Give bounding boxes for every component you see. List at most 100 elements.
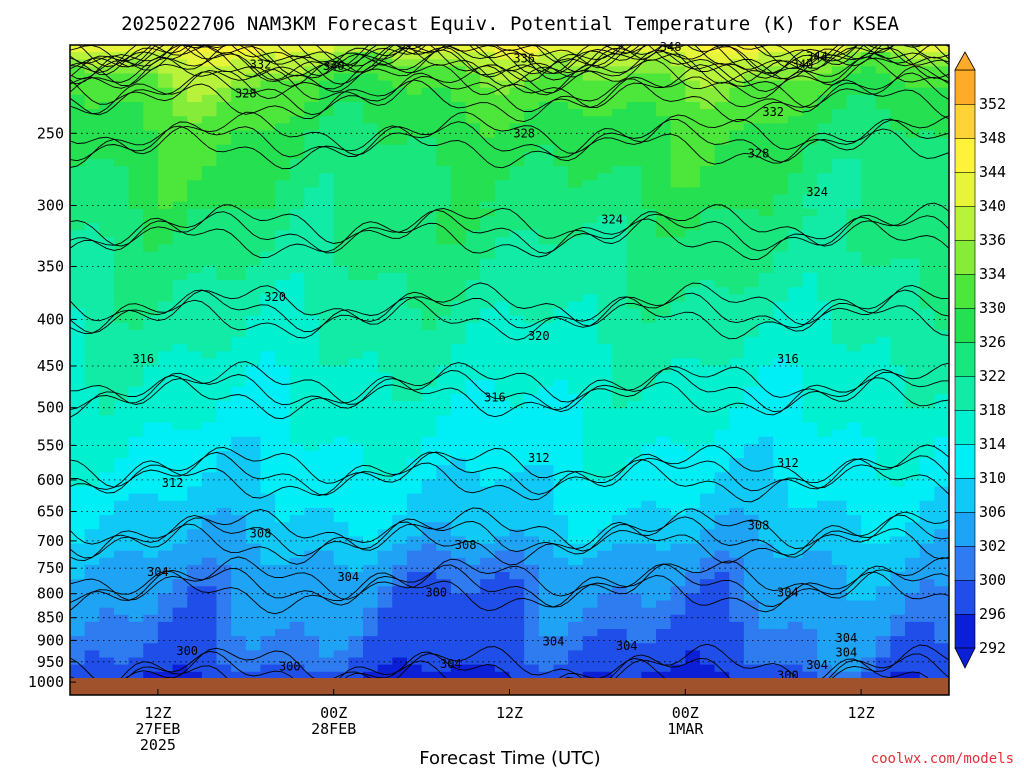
field-cell	[890, 401, 906, 409]
field-cell	[289, 386, 305, 395]
field-cell	[509, 522, 525, 530]
field-cell	[612, 614, 628, 623]
field-cell	[289, 94, 305, 103]
field-cell	[861, 379, 877, 388]
field-cell	[626, 158, 642, 167]
field-cell	[758, 408, 774, 416]
field-cell	[436, 486, 452, 495]
field-cell	[319, 109, 335, 117]
field-cell	[612, 586, 628, 595]
field-cell	[934, 486, 949, 495]
field-cell	[919, 116, 935, 124]
field-cell	[729, 351, 745, 359]
field-cell	[113, 223, 130, 231]
field-cell	[656, 337, 672, 345]
field-cell	[729, 550, 745, 559]
field-cell	[480, 607, 496, 616]
field-cell	[421, 272, 437, 281]
field-cell	[817, 52, 833, 60]
field-cell	[597, 550, 613, 559]
field-cell	[509, 258, 525, 267]
field-cell	[392, 450, 408, 459]
field-cell	[187, 244, 203, 253]
field-cell	[656, 472, 672, 481]
field-cell	[905, 272, 921, 281]
field-cell	[99, 315, 115, 324]
field-cell	[743, 272, 760, 281]
field-cell	[494, 123, 511, 132]
field-cell	[172, 564, 188, 573]
field-cell	[802, 230, 818, 238]
field-cell	[289, 458, 305, 466]
field-cell	[787, 215, 804, 224]
field-cell	[919, 379, 935, 388]
field-cell	[509, 59, 525, 67]
field-cell	[553, 465, 569, 473]
field-cell	[509, 73, 525, 82]
field-cell	[875, 493, 891, 502]
field-cell	[846, 187, 862, 196]
field-cell	[84, 251, 100, 260]
field-cell	[465, 280, 481, 288]
field-cell	[656, 564, 672, 573]
field-cell	[509, 500, 525, 509]
field-cell	[905, 215, 921, 224]
field-cell	[494, 415, 511, 424]
field-cell	[84, 422, 100, 431]
field-cell	[363, 251, 379, 260]
field-cell	[787, 265, 804, 274]
field-cell	[743, 180, 760, 189]
field-cell	[99, 116, 115, 124]
field-cell	[773, 486, 789, 495]
field-cell	[875, 429, 891, 438]
field-cell	[143, 465, 159, 473]
field-cell	[817, 536, 833, 545]
field-cell	[802, 415, 818, 424]
field-cell	[817, 386, 833, 395]
field-cell	[99, 550, 115, 559]
field-cell	[919, 80, 935, 89]
field-cell	[172, 116, 188, 124]
field-cell	[846, 472, 862, 481]
field-cell	[113, 130, 130, 139]
field-cell	[128, 522, 144, 530]
field-cell	[568, 101, 584, 110]
field-cell	[875, 201, 891, 210]
field-cell	[406, 308, 423, 317]
field-cell	[392, 593, 408, 602]
field-cell	[582, 543, 598, 552]
field-cell	[699, 87, 716, 96]
field-cell	[275, 372, 291, 381]
field-cell	[509, 208, 525, 217]
field-cell	[919, 450, 935, 459]
field-cell	[201, 265, 218, 274]
field-cell	[450, 151, 467, 160]
field-cell	[70, 272, 86, 281]
field-cell	[289, 586, 305, 595]
field-cell	[363, 429, 379, 438]
field-cell	[421, 329, 437, 338]
field-cell	[538, 308, 555, 317]
field-cell	[729, 308, 745, 317]
field-cell	[406, 344, 423, 352]
field-cell	[553, 251, 569, 260]
field-cell	[187, 116, 203, 124]
field-cell	[480, 600, 496, 609]
field-cell	[919, 365, 935, 374]
field-cell	[304, 564, 320, 573]
field-cell	[714, 550, 730, 559]
field-cell	[612, 543, 628, 552]
field-cell	[934, 230, 949, 238]
field-cell	[524, 408, 540, 416]
field-cell	[538, 166, 555, 174]
field-cell	[553, 365, 569, 374]
field-cell	[187, 529, 203, 538]
field-cell	[494, 629, 511, 637]
field-cell	[216, 401, 232, 409]
field-cell	[187, 265, 203, 274]
field-cell	[685, 393, 701, 402]
field-cell	[70, 408, 86, 416]
field-cell	[421, 557, 437, 566]
field-cell	[157, 180, 174, 189]
field-cell	[113, 436, 130, 445]
